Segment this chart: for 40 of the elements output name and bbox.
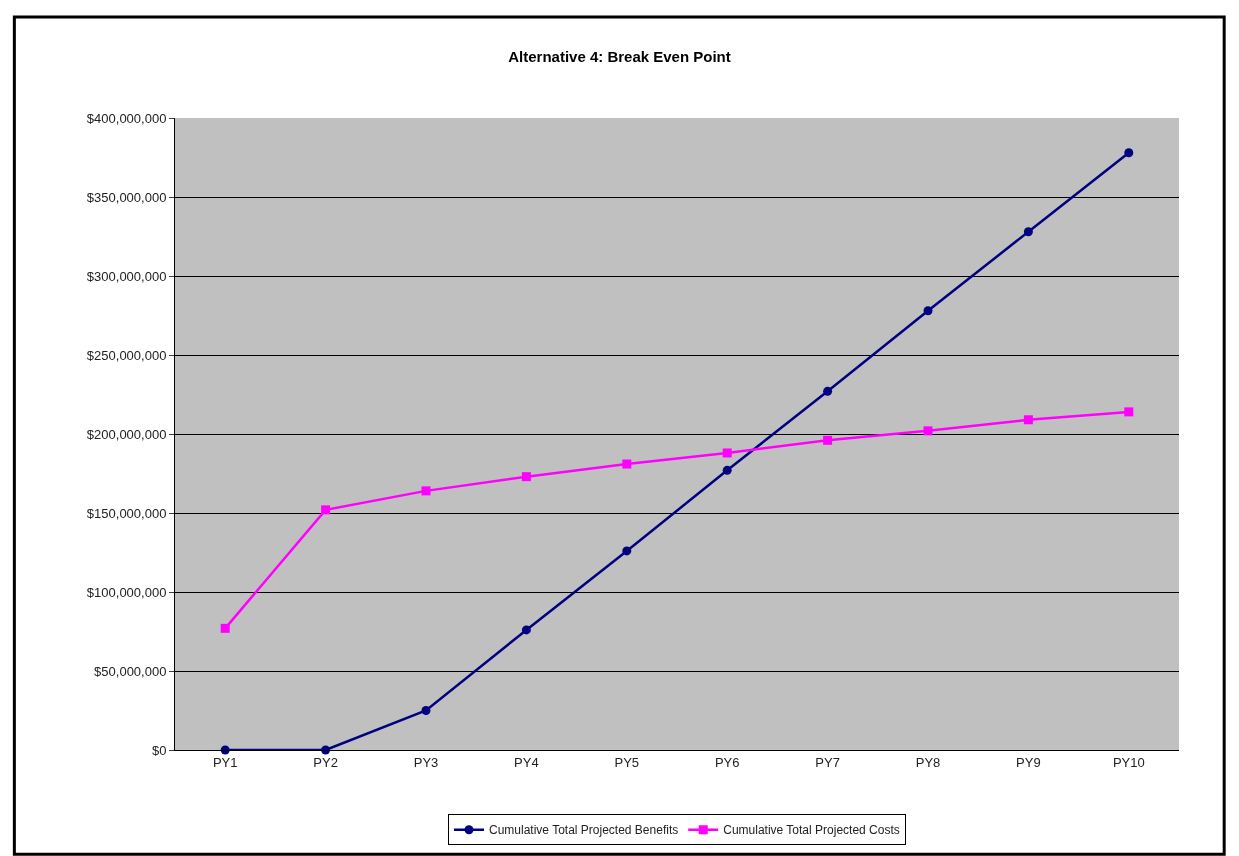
point (1124, 407, 1134, 417)
y-tick-label: $100,000,000 (86, 584, 167, 600)
y-tick-label: $350,000,000 (86, 189, 167, 205)
y-tick-label: $400,000,000 (86, 110, 167, 126)
point (1023, 227, 1033, 237)
x-tick-label: PY2 (313, 754, 338, 770)
x-tick-label: PY8 (915, 754, 941, 770)
point (722, 465, 732, 475)
x-tick-label: PY10 (1112, 754, 1145, 770)
point (421, 486, 431, 496)
point (722, 448, 732, 458)
x-tick-label: PY6 (714, 754, 740, 770)
point (220, 623, 230, 633)
legend-label: Cumulative Total Projected Costs (723, 823, 900, 838)
y-tick-label: $0 (151, 742, 167, 758)
x-tick-label: PY1 (212, 754, 238, 770)
point (622, 546, 632, 556)
point (521, 472, 531, 482)
x-tick-label: PY5 (614, 754, 640, 770)
point (1124, 148, 1134, 158)
y-tick-label: $300,000,000 (86, 268, 167, 284)
y-tick-label: $150,000,000 (86, 505, 167, 521)
y-tick-label: $50,000,000 (94, 663, 167, 679)
x-tick-label: PY4 (514, 754, 539, 770)
point (622, 459, 632, 469)
point (421, 706, 431, 715)
legend-label: Cumulative Total Projected Benefits (489, 823, 679, 838)
x-tick-label: PY3 (413, 754, 439, 770)
point (521, 625, 531, 635)
y-tick-label: $200,000,000 (86, 426, 167, 442)
point (321, 505, 331, 515)
x-tick-label: PY7 (815, 754, 840, 770)
point (823, 386, 833, 396)
y-tick-label: $250,000,000 (86, 347, 167, 363)
point (923, 426, 933, 436)
point (1023, 415, 1033, 425)
x-tick-label: PY9 (1016, 754, 1041, 770)
point (923, 306, 933, 316)
chart-title: Alternative 4: Break Even Point (508, 47, 731, 65)
point (823, 435, 833, 445)
